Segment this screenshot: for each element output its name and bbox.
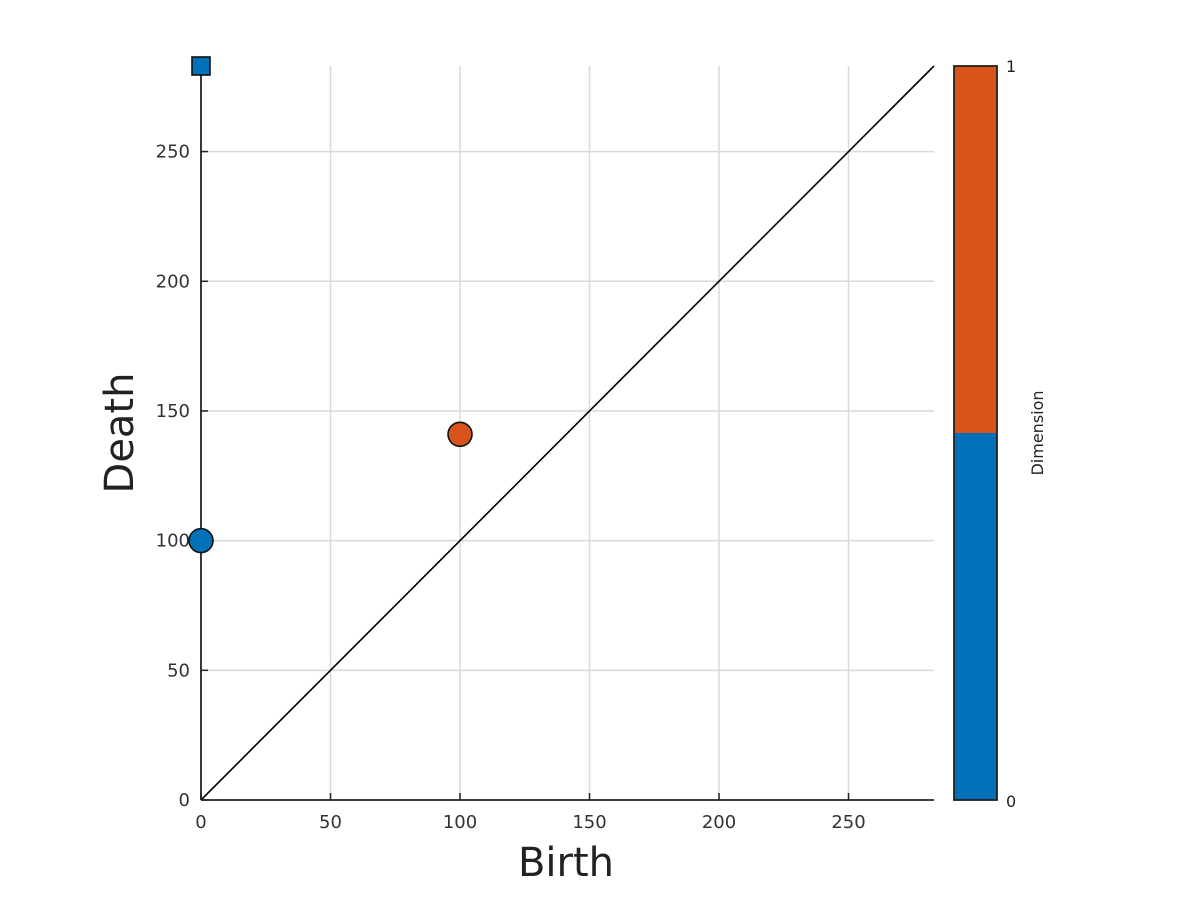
y-tick-label: 100 bbox=[156, 531, 190, 552]
data-point-square bbox=[191, 56, 211, 76]
data-point bbox=[188, 527, 214, 554]
diagonal-line bbox=[200, 65, 935, 801]
x-axis-title: Birth bbox=[518, 840, 614, 886]
x-tick-label: 250 bbox=[831, 812, 865, 833]
x-tick-label: 0 bbox=[195, 812, 206, 833]
y-tick-label: 200 bbox=[156, 271, 190, 292]
x-tick-label: 100 bbox=[443, 812, 477, 833]
x-tick-labels: 0 50 100 150 200 250 bbox=[195, 812, 865, 833]
data-point bbox=[447, 421, 473, 448]
colorbar-tick-min: 0 bbox=[1006, 792, 1016, 811]
grid bbox=[201, 66, 934, 800]
x-tick-label: 150 bbox=[572, 812, 606, 833]
y-tick-labels: 0 50 100 150 200 250 bbox=[156, 142, 190, 811]
colorbar bbox=[953, 65, 998, 801]
colorbar-segment-1 bbox=[954, 66, 997, 433]
data-points bbox=[188, 56, 473, 554]
y-tick-label: 250 bbox=[156, 142, 190, 163]
colorbar-tick-max: 1 bbox=[1006, 57, 1016, 76]
colorbar-segment-0 bbox=[954, 433, 997, 800]
y-axis-title: Death bbox=[97, 373, 143, 494]
axes bbox=[200, 66, 934, 801]
x-tick-label: 50 bbox=[319, 812, 342, 833]
y-tick-label: 0 bbox=[179, 790, 190, 811]
x-tick-label: 200 bbox=[702, 812, 736, 833]
y-tick-label: 150 bbox=[156, 401, 190, 422]
colorbar-label: Dimension bbox=[1028, 390, 1047, 475]
y-tick-label: 50 bbox=[167, 660, 190, 681]
colorbar-frame bbox=[953, 65, 998, 801]
